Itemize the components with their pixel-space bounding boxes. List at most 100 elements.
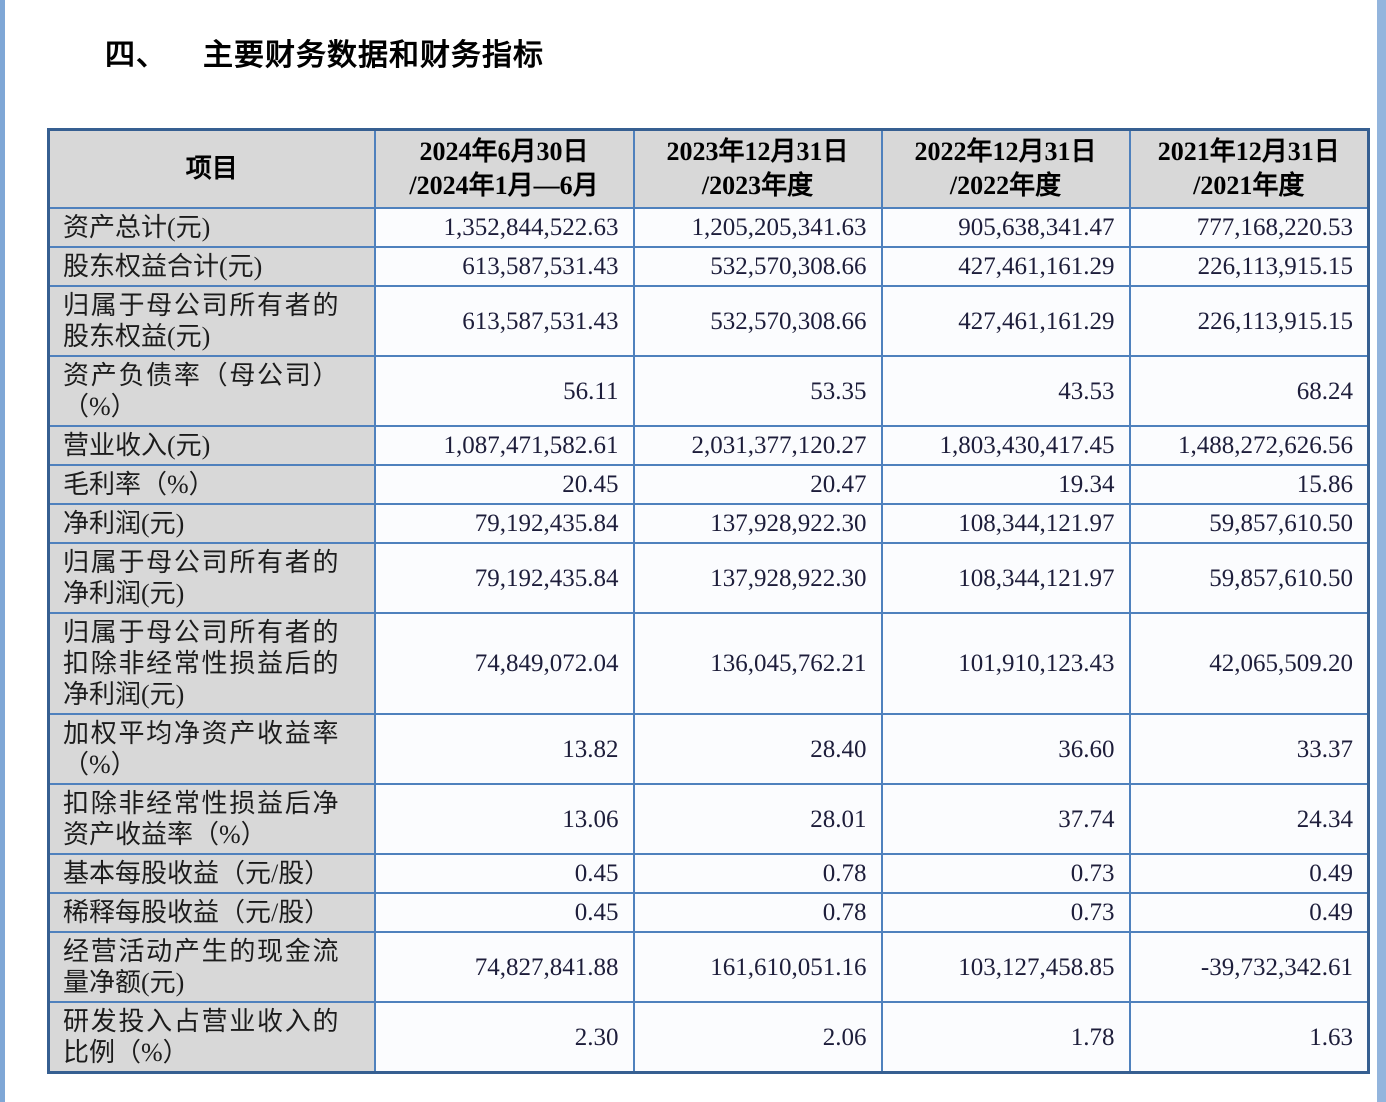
financial-indicators-table: 项目 2024年6月30日/2024年1月—6月 2023年12月31日/2023…: [47, 128, 1370, 1074]
row-label: 净利润(元): [47, 503, 376, 544]
page-title: 四、 主要财务数据和财务指标: [0, 0, 1386, 74]
row-value: 101,910,123.43: [880, 612, 1131, 715]
section-number: 四、: [105, 39, 167, 72]
row-value: 532,570,308.66: [632, 285, 883, 357]
row-value: 427,461,161.29: [880, 246, 1131, 287]
row-value: 613,587,531.43: [373, 285, 635, 357]
row-value: 53.35: [632, 355, 883, 427]
column-header-date: 2021年12月31日/2021年度: [1128, 128, 1370, 209]
row-label: 股东权益合计(元): [47, 246, 376, 287]
row-value: 2.30: [373, 1001, 635, 1074]
table-row: 归属于母公司所有者的股东权益(元) 613,587,531.43 532,570,3…: [47, 285, 1370, 357]
row-value: 79,192,435.84: [373, 503, 635, 544]
row-value: 59,857,610.50: [1128, 503, 1370, 544]
row-value: 226,113,915.15: [1128, 285, 1370, 357]
row-value: 108,344,121.97: [880, 542, 1131, 614]
left-edge-strip: [0, 0, 5, 1102]
row-label: 资产总计(元): [47, 207, 376, 248]
row-value: 137,928,922.30: [632, 503, 883, 544]
table-row: 稀释每股收益（元/股） 0.45 0.78 0.73 0.49: [47, 892, 1370, 933]
row-value: 0.73: [880, 892, 1131, 933]
row-value: 1.78: [880, 1001, 1131, 1074]
table-row: 资产负债率（母公司）（%） 56.11 53.35 43.53 68.24: [47, 355, 1370, 427]
column-header-date: 2024年6月30日/2024年1月—6月: [373, 128, 635, 209]
row-label: 资产负债率（母公司）（%）: [47, 355, 376, 427]
right-edge-strip: [1377, 0, 1386, 1102]
row-value: 28.01: [632, 783, 883, 855]
row-value: 56.11: [373, 355, 635, 427]
row-value: -39,732,342.61: [1128, 931, 1370, 1003]
row-value: 2.06: [632, 1001, 883, 1074]
row-value: 1.63: [1128, 1001, 1370, 1074]
row-value: 427,461,161.29: [880, 285, 1131, 357]
row-value: 0.73: [880, 853, 1131, 894]
row-label: 扣除非经常性损益后净资产收益率（%）: [47, 783, 376, 855]
table-header-row: 项目 2024年6月30日/2024年1月—6月 2023年12月31日/2023…: [47, 128, 1370, 209]
row-label: 稀释每股收益（元/股）: [47, 892, 376, 933]
row-value: 1,352,844,522.63: [373, 207, 635, 248]
row-label: 营业收入(元): [47, 425, 376, 466]
row-value: 20.47: [632, 464, 883, 505]
table-row: 基本每股收益（元/股） 0.45 0.78 0.73 0.49: [47, 853, 1370, 894]
row-value: 0.45: [373, 853, 635, 894]
row-label: 归属于母公司所有者的扣除非经常性损益后的净利润(元): [47, 612, 376, 715]
row-value: 0.45: [373, 892, 635, 933]
section-title: 主要财务数据和财务指标: [203, 39, 544, 72]
row-value: 43.53: [880, 355, 1131, 427]
row-value: 13.06: [373, 783, 635, 855]
row-value: 0.78: [632, 853, 883, 894]
row-value: 15.86: [1128, 464, 1370, 505]
row-label: 毛利率（%）: [47, 464, 376, 505]
table-row: 归属于母公司所有者的净利润(元) 79,192,435.84 137,928,922…: [47, 542, 1370, 614]
row-value: 20.45: [373, 464, 635, 505]
column-header-date: 2023年12月31日/2023年度: [632, 128, 883, 209]
row-value: 226,113,915.15: [1128, 246, 1370, 287]
row-value: 0.49: [1128, 892, 1370, 933]
row-value: 136,045,762.21: [632, 612, 883, 715]
header-item-column: 项目: [47, 128, 376, 209]
row-label: 加权平均净资产收益率（%）: [47, 713, 376, 785]
table-row: 资产总计(元) 1,352,844,522.63 1,205,205,341.63 9…: [47, 207, 1370, 248]
table-row: 毛利率（%） 20.45 20.47 19.34 15.86: [47, 464, 1370, 505]
row-value: 36.60: [880, 713, 1131, 785]
row-label: 经营活动产生的现金流量净额(元): [47, 931, 376, 1003]
row-value: 24.34: [1128, 783, 1370, 855]
row-value: 68.24: [1128, 355, 1370, 427]
row-value: 0.49: [1128, 853, 1370, 894]
row-value: 2,031,377,120.27: [632, 425, 883, 466]
row-value: 74,827,841.88: [373, 931, 635, 1003]
row-value: 37.74: [880, 783, 1131, 855]
row-value: 1,488,272,626.56: [1128, 425, 1370, 466]
row-value: 59,857,610.50: [1128, 542, 1370, 614]
row-label: 归属于母公司所有者的股东权益(元): [47, 285, 376, 357]
row-value: 0.78: [632, 892, 883, 933]
table-row: 净利润(元) 79,192,435.84 137,928,922.30 108,344…: [47, 503, 1370, 544]
row-value: 74,849,072.04: [373, 612, 635, 715]
table-row: 研发投入占营业收入的比例（%） 2.30 2.06 1.78 1.63: [47, 1001, 1370, 1074]
row-label: 研发投入占营业收入的比例（%）: [47, 1001, 376, 1074]
row-value: 613,587,531.43: [373, 246, 635, 287]
table-row: 扣除非经常性损益后净资产收益率（%） 13.06 28.01 37.74 24.34: [47, 783, 1370, 855]
row-value: 777,168,220.53: [1128, 207, 1370, 248]
row-value: 905,638,341.47: [880, 207, 1131, 248]
row-value: 13.82: [373, 713, 635, 785]
row-value: 1,803,430,417.45: [880, 425, 1131, 466]
column-header-date: 2022年12月31日/2022年度: [880, 128, 1131, 209]
row-value: 28.40: [632, 713, 883, 785]
row-value: 79,192,435.84: [373, 542, 635, 614]
row-value: 19.34: [880, 464, 1131, 505]
table-row: 经营活动产生的现金流量净额(元) 74,827,841.88 161,610,051…: [47, 931, 1370, 1003]
row-value: 532,570,308.66: [632, 246, 883, 287]
row-value: 137,928,922.30: [632, 542, 883, 614]
row-value: 108,344,121.97: [880, 503, 1131, 544]
table-row: 股东权益合计(元) 613,587,531.43 532,570,308.66 427…: [47, 246, 1370, 287]
row-label: 基本每股收益（元/股）: [47, 853, 376, 894]
row-value: 42,065,509.20: [1128, 612, 1370, 715]
row-value: 1,087,471,582.61: [373, 425, 635, 466]
table-row: 加权平均净资产收益率（%） 13.82 28.40 36.60 33.37: [47, 713, 1370, 785]
row-value: 161,610,051.16: [632, 931, 883, 1003]
table-row: 营业收入(元) 1,087,471,582.61 2,031,377,120.27 1…: [47, 425, 1370, 466]
row-value: 1,205,205,341.63: [632, 207, 883, 248]
row-value: 103,127,458.85: [880, 931, 1131, 1003]
